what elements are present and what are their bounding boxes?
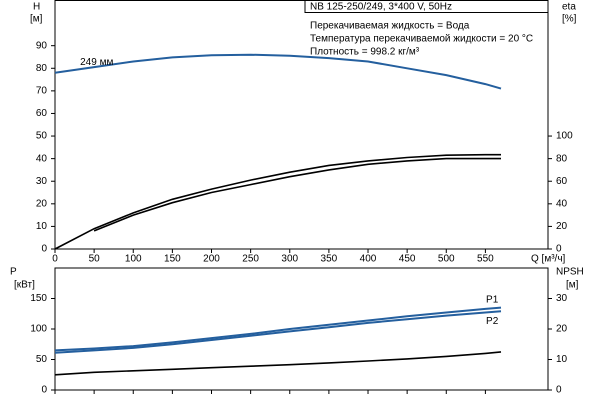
series-line [54, 310, 502, 354]
y-tick-label: 150 [30, 293, 47, 304]
y-tick-label: 30 [36, 176, 48, 187]
y-tick-label: 100 [30, 324, 47, 335]
y-tick-label: 70 [36, 86, 48, 97]
y-tick-label: 40 [36, 153, 48, 164]
x-tick-label: 450 [399, 254, 416, 265]
y2-tick-label: 100 [556, 131, 573, 142]
x-tick-label: 250 [242, 254, 259, 265]
y-tick-label: 20 [36, 198, 48, 209]
y-tick-label: 10 [36, 221, 48, 232]
x-tick-label: 100 [125, 254, 142, 265]
y2-tick-label: 40 [556, 198, 568, 209]
x-tick-label: 500 [438, 254, 455, 265]
y-tick-label: 90 [36, 40, 48, 51]
y2-tick-label: 20 [556, 324, 568, 335]
y-axis-unit: [кВт] [14, 280, 35, 291]
annotation: Перекачиваемая жидкость = Вода [310, 21, 470, 32]
y-axis-unit: [м] [30, 14, 43, 25]
series-line [93, 157, 501, 232]
y2-tick-label: 80 [556, 153, 568, 164]
y-axis-label: H [33, 2, 40, 13]
y-tick-label: 50 [36, 131, 48, 142]
series-line [54, 53, 502, 90]
series-label: 249 мм [80, 57, 113, 68]
header-box [304, 0, 549, 13]
y-tick-label: 80 [36, 63, 48, 74]
y2-axis-unit: [%] [562, 14, 577, 25]
header: NB 125-250/249, 3*400 V, 50Hz [310, 2, 452, 13]
series-line [54, 306, 502, 352]
x-tick-label: 300 [281, 254, 298, 265]
y2-tick-label: 30 [556, 293, 568, 304]
y2-axis-label: NPSH [556, 267, 584, 278]
y-tick-label: 0 [41, 244, 47, 255]
y2-tick-label: 60 [556, 176, 568, 187]
series-label: P1 [486, 294, 499, 305]
top-frame [54, 0, 549, 250]
x-tick-label: 0 [52, 254, 58, 265]
y-axis-label: P [10, 267, 17, 278]
y2-tick-label: 0 [556, 244, 562, 255]
y-tick-label: 60 [36, 108, 48, 119]
y2-axis-label: eta [562, 2, 576, 13]
annotation: Плотность = 998.2 кг/м³ [310, 47, 420, 58]
series-label: P2 [486, 316, 499, 327]
x-tick-label: 50 [89, 254, 101, 265]
y-tick-label: 0 [41, 385, 47, 396]
x-tick-label: 400 [360, 254, 377, 265]
x-tick-label: 350 [321, 254, 338, 265]
series-line [54, 351, 502, 376]
y2-tick-label: 10 [556, 354, 568, 365]
annotation: Температура перекачиваемой жидкости = 20… [310, 34, 533, 45]
x-tick-label: 200 [203, 254, 220, 265]
x-tick-label: 150 [164, 254, 181, 265]
series-line [54, 153, 501, 250]
y2-tick-label: 20 [556, 221, 568, 232]
y2-tick-label: 0 [556, 385, 562, 396]
x-tick-label: 550 [477, 254, 494, 265]
y2-axis-unit: [м] [566, 280, 579, 291]
x-axis-label: Q [м³/ч] [531, 254, 566, 265]
y-tick-label: 50 [36, 354, 48, 365]
